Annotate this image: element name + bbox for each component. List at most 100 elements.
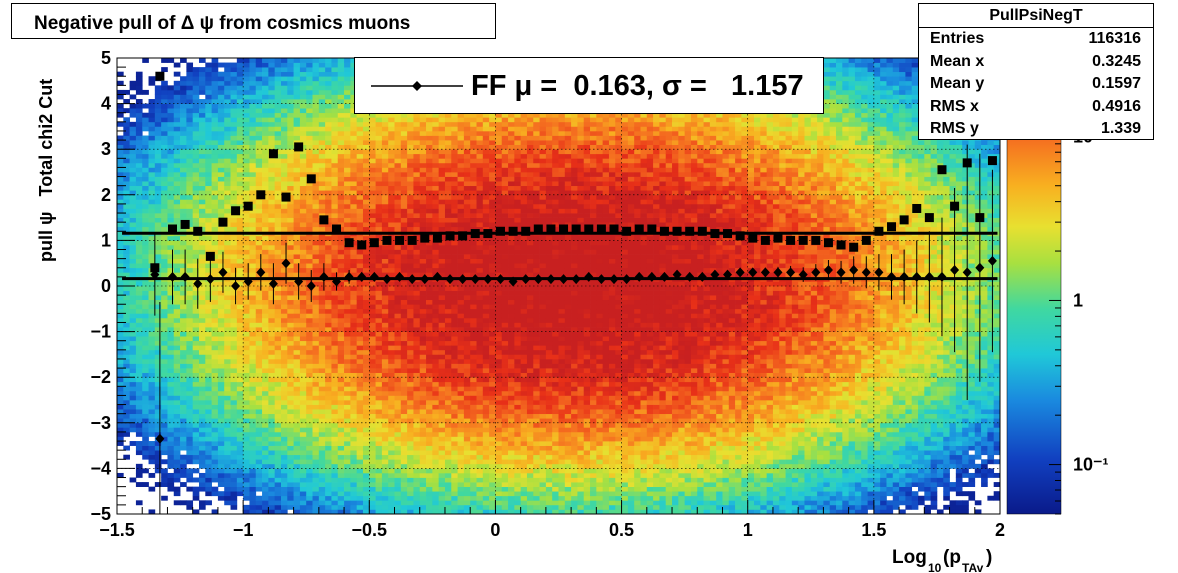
heatmap-cell <box>400 482 408 487</box>
heatmap-cell <box>198 422 206 428</box>
heatmap-cell <box>129 153 137 159</box>
heatmap-cell <box>117 472 124 478</box>
heatmap-cell <box>117 345 124 351</box>
heatmap-cell <box>426 126 433 132</box>
heatmap-cell <box>211 85 219 91</box>
heatmap-cell <box>154 140 162 145</box>
heatmap-cell <box>236 413 244 419</box>
heatmap-cell <box>262 167 269 173</box>
heatmap-cell <box>337 368 345 373</box>
heatmap-cell <box>312 158 320 164</box>
heatmap-cell <box>262 500 269 506</box>
heatmap-cell <box>400 436 408 442</box>
heatmap-cell <box>287 404 294 410</box>
heatmap-cell <box>426 308 433 314</box>
heatmap-cell <box>243 295 250 301</box>
heatmap-cell <box>280 422 288 428</box>
heatmap-cell <box>312 418 320 424</box>
heatmap-cell <box>274 477 282 483</box>
heatmap-cell <box>356 126 364 132</box>
heatmap-cell <box>362 130 370 136</box>
heatmap-cell <box>318 144 326 150</box>
heatmap-cell <box>123 336 130 342</box>
heatmap-cell <box>369 140 376 145</box>
heatmap-cell <box>394 372 402 378</box>
heatmap-cell <box>154 377 162 383</box>
heatmap-cell <box>369 267 376 273</box>
heatmap-cell <box>173 459 181 465</box>
heatmap-cell <box>262 427 269 433</box>
heatmap-cell <box>438 254 446 259</box>
heatmap-cell <box>419 431 427 437</box>
heatmap-cell <box>198 450 206 456</box>
heatmap-cell <box>426 381 433 387</box>
heatmap-cell <box>243 313 250 319</box>
heatmap-cell <box>413 372 421 378</box>
heatmap-cell <box>280 117 288 123</box>
heatmap-cell <box>217 381 225 387</box>
heatmap-cell <box>148 112 156 118</box>
heatmap-cell <box>186 450 194 456</box>
heatmap-cell <box>337 117 345 123</box>
heatmap-cell <box>186 308 194 314</box>
heatmap-cell <box>299 313 307 319</box>
heatmap-cell <box>173 445 181 451</box>
heatmap-cell <box>381 304 389 310</box>
heatmap-cell <box>117 404 124 410</box>
heatmap-cell <box>318 308 326 314</box>
heatmap-cell <box>369 181 376 187</box>
heatmap-cell <box>255 299 263 305</box>
heatmap-cell <box>280 504 288 510</box>
heatmap-cell <box>293 331 301 337</box>
heatmap-cell <box>224 427 231 433</box>
heatmap-cell <box>381 477 389 483</box>
heatmap-cell <box>117 167 124 173</box>
heatmap-cell <box>129 112 137 118</box>
heatmap-cell <box>306 85 313 91</box>
heatmap-cell <box>186 400 194 405</box>
heatmap-cell <box>262 112 269 118</box>
heatmap-cell <box>154 340 162 346</box>
heatmap-cell <box>205 272 212 278</box>
heatmap-cell <box>287 80 294 86</box>
heatmap-cell <box>394 386 402 392</box>
heatmap-cell <box>186 121 194 127</box>
heatmap-cell <box>369 431 376 437</box>
heatmap-cell <box>325 327 332 332</box>
heatmap-cell <box>186 368 194 373</box>
heatmap-cell <box>293 372 301 378</box>
heatmap-cell <box>268 140 276 145</box>
heatmap-cell <box>413 427 421 433</box>
heatmap-cell <box>186 272 194 278</box>
heatmap-cell <box>262 108 269 114</box>
heatmap-cell <box>243 290 250 296</box>
heatmap-cell <box>211 313 219 319</box>
heatmap-cell <box>350 117 358 123</box>
heatmap-cell <box>344 427 351 433</box>
heatmap-cell <box>426 244 433 250</box>
heatmap-cell <box>268 254 276 259</box>
heatmap-cell <box>205 208 212 214</box>
heatmap-cell <box>154 89 162 95</box>
heatmap-cell <box>236 477 244 483</box>
heatmap-cell <box>331 203 339 209</box>
heatmap-cell <box>369 313 376 319</box>
heatmap-cell <box>236 295 244 301</box>
heatmap-cell <box>192 94 200 100</box>
heatmap-cell <box>154 422 162 428</box>
heatmap-cell <box>224 322 231 328</box>
heatmap-cell <box>217 413 225 419</box>
heatmap-cell <box>337 491 345 497</box>
heatmap-cell <box>413 441 421 446</box>
heatmap-cell <box>318 327 326 332</box>
heatmap-cell <box>180 441 187 446</box>
heatmap-cell <box>318 167 326 173</box>
heatmap-cell <box>262 509 269 514</box>
heatmap-cell <box>337 486 345 492</box>
heatmap-cell <box>438 340 446 346</box>
heatmap-cell <box>426 263 433 269</box>
heatmap-cell <box>117 208 124 214</box>
heatmap-cell <box>356 463 364 469</box>
heatmap-cell <box>299 249 307 255</box>
heatmap-cell <box>205 404 212 410</box>
